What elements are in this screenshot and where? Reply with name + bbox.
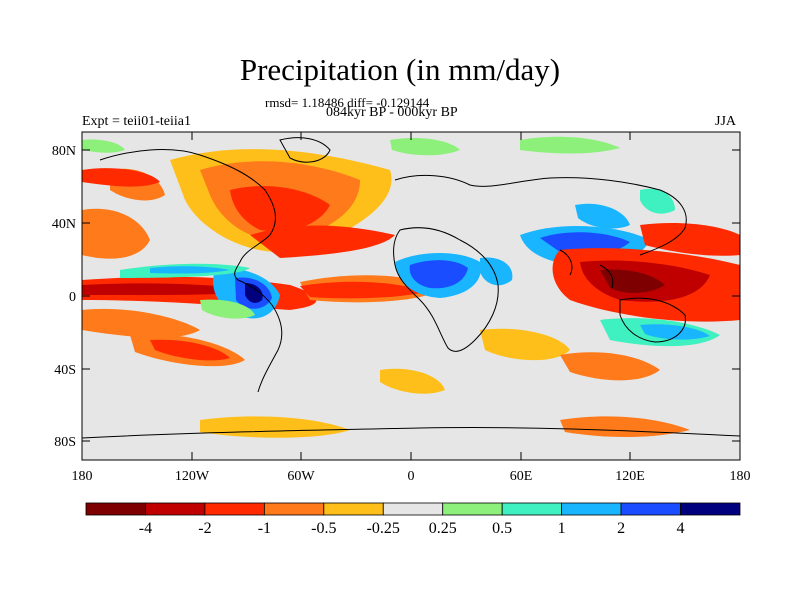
lon-tick-label: 180: [730, 469, 751, 484]
colorbar-swatch: [561, 502, 622, 516]
lon-tick-label: 120W: [175, 469, 210, 484]
colorbar-swatch: [85, 502, 146, 516]
colorbar-label: 2: [617, 520, 625, 537]
colorbar-swatch: [680, 502, 741, 516]
lon-tick-label: 60E: [510, 469, 533, 484]
map-title: Precipitation (in mm/day): [239, 52, 561, 87]
lat-tick-label: 40N: [52, 217, 76, 232]
colorbar-label: -2: [198, 520, 211, 537]
colorbar-label: 1: [558, 520, 566, 537]
anomaly-fields: [82, 136, 740, 438]
colorbar-label: -0.25: [367, 520, 400, 537]
colorbar-swatch: [204, 502, 265, 516]
period-text: 084kyr BP - 000kyr BP: [326, 105, 458, 120]
colorbar-swatch: [620, 502, 681, 516]
colorbar-swatch: [323, 502, 384, 516]
lon-tick-label: 60W: [287, 469, 315, 484]
colorbar-swatch: [442, 502, 503, 516]
colorbar-swatch: [263, 502, 325, 516]
lon-tick-label: 0: [408, 469, 415, 484]
colorbar-swatch: [382, 502, 444, 516]
lat-tick-marks: [82, 149, 740, 442]
colorbar-label: -4: [139, 520, 152, 537]
lon-tick-marks: [81, 132, 741, 460]
experiment-label: Expt = teii01-teiia1: [82, 114, 191, 129]
colorbar-swatch: [501, 502, 563, 516]
season-label: JJA: [715, 114, 737, 129]
lat-tick-label: 80S: [54, 435, 76, 450]
colorbar-label: 4: [677, 520, 685, 537]
colorbar-label: 0.25: [429, 520, 457, 537]
coastlines: [82, 137, 740, 439]
colorbar: -4 -2 -1 -0.5 -0.25 0.25 0.5 1 2 4: [85, 502, 741, 537]
colorbar-label: 0.5: [492, 520, 512, 537]
colorbar-swatch: [145, 502, 206, 516]
lat-tick-label: 0: [69, 290, 76, 305]
colorbar-label: -0.5: [311, 520, 336, 537]
lon-tick-label: 180: [72, 469, 93, 484]
lat-tick-label: 40S: [54, 363, 76, 378]
stats-text: rmsd= 1.18486 diff= -0.129144: [265, 95, 430, 110]
lat-tick-label: 80N: [52, 144, 76, 159]
colorbar-label: -1: [258, 520, 271, 537]
lon-tick-label: 120E: [615, 469, 645, 484]
